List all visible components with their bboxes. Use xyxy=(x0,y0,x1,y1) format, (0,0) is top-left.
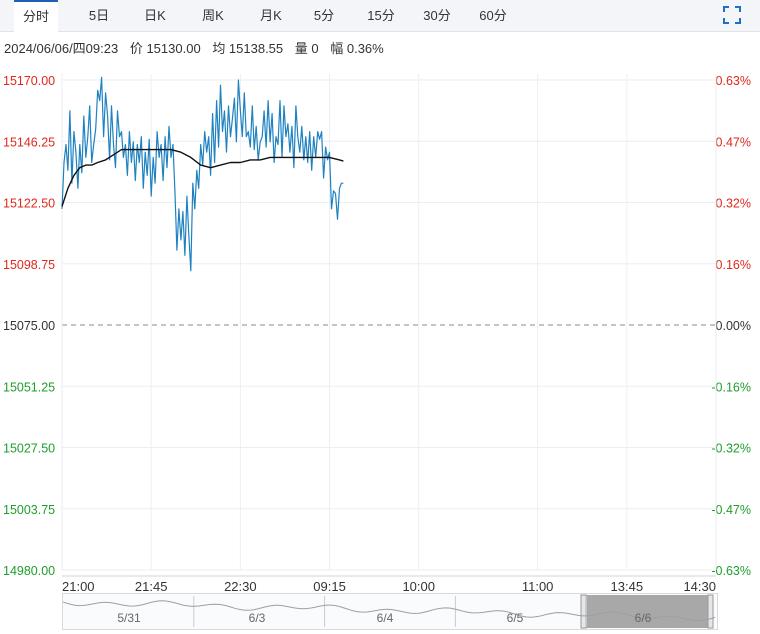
navigator-date-label: 6/3 xyxy=(249,611,266,625)
navigator-svg: 5/31 6/3 6/4 6/5 6/6 xyxy=(62,594,716,629)
x-tick-label: 13:45 xyxy=(611,579,644,593)
y-tick-label-left: 15122.50 xyxy=(3,197,55,211)
expand-icon[interactable] xyxy=(722,5,742,25)
y-tick-label-right: 0.63% xyxy=(716,74,751,88)
x-tick-label: 09:15 xyxy=(313,579,346,593)
y-tick-label-left: 15027.50 xyxy=(3,442,55,456)
y-tick-label-right: -0.32% xyxy=(711,442,751,456)
info-change: 幅 0.36% xyxy=(330,41,384,56)
navigator-date-label: 6/6 xyxy=(635,611,652,625)
tab-5[interactable]: 5分 xyxy=(313,8,335,23)
period-tabs: 分时 5日 日K 周K 月K 5分 15分 30分 60分 xyxy=(0,0,760,32)
navigator-date-label: 6/5 xyxy=(507,611,524,625)
y-tick-label-right: 0.47% xyxy=(716,135,751,149)
tab-6[interactable]: 15分 xyxy=(367,8,395,23)
fullscreen-icon-graphic xyxy=(723,6,741,24)
navigator-handle-left xyxy=(580,594,587,629)
x-tick-label: 21:45 xyxy=(135,579,168,593)
intraday-chart[interactable]: 15170.00 0.63% 15146.25 0.47% 15122.50 0.32% 1… xyxy=(0,60,760,593)
y-tick-label-left: 14980.00 xyxy=(3,564,55,578)
y-tick-label-right: -0.16% xyxy=(711,380,751,394)
tab-0[interactable]: 分时 xyxy=(14,0,58,32)
info-volume: 量 0 xyxy=(294,41,319,56)
y-tick-label-left: 15146.25 xyxy=(3,135,55,149)
navigator-date-label: 6/4 xyxy=(377,611,394,625)
y-tick-label-right: -0.47% xyxy=(711,503,751,517)
y-tick-label-left: 15170.00 xyxy=(3,74,55,88)
y-tick-label-right: 0.32% xyxy=(716,197,751,211)
date-navigator[interactable]: 5/31 6/3 6/4 6/5 6/6 xyxy=(62,593,718,630)
x-tick-label: 14:30 xyxy=(683,579,716,593)
tab-3[interactable]: 周K xyxy=(202,8,224,23)
info-average: 均 15138.55 xyxy=(212,41,284,56)
navigator-date-label: 5/31 xyxy=(117,611,141,625)
x-tick-label: 11:00 xyxy=(522,579,554,593)
y-tick-label-right: 0.00% xyxy=(716,319,751,333)
tab-1[interactable]: 5日 xyxy=(88,8,110,23)
navigator-handle-right xyxy=(707,594,714,629)
y-tick-label-left: 15051.25 xyxy=(3,380,55,394)
x-tick-label: 10:00 xyxy=(402,579,435,593)
tab-8[interactable]: 60分 xyxy=(479,8,507,23)
price-line xyxy=(61,76,344,272)
tab-7[interactable]: 30分 xyxy=(423,8,451,23)
tab-2[interactable]: 日K xyxy=(144,8,166,23)
y-tick-label-right: -0.63% xyxy=(711,564,751,578)
navigator-selection xyxy=(585,595,709,628)
y-tick-label-left: 15075.00 xyxy=(3,319,55,333)
y-tick-label-right: 0.16% xyxy=(716,258,751,272)
navigator-mini-line xyxy=(62,600,716,622)
x-tick-label: 21:00 xyxy=(62,579,95,593)
x-tick-label: 22:30 xyxy=(224,579,257,593)
y-tick-label-left: 15098.75 xyxy=(3,258,55,272)
tab-4[interactable]: 月K xyxy=(260,8,282,23)
average-line xyxy=(61,148,344,207)
info-datetime: 2024/06/06/四09:23 xyxy=(4,41,119,56)
info-price: 价 15130.00 xyxy=(129,41,201,56)
y-tick-label-left: 15003.75 xyxy=(3,503,55,517)
quote-info: 2024/06/06/四09:23 价 15130.00 均 15138.55 … xyxy=(4,38,392,57)
